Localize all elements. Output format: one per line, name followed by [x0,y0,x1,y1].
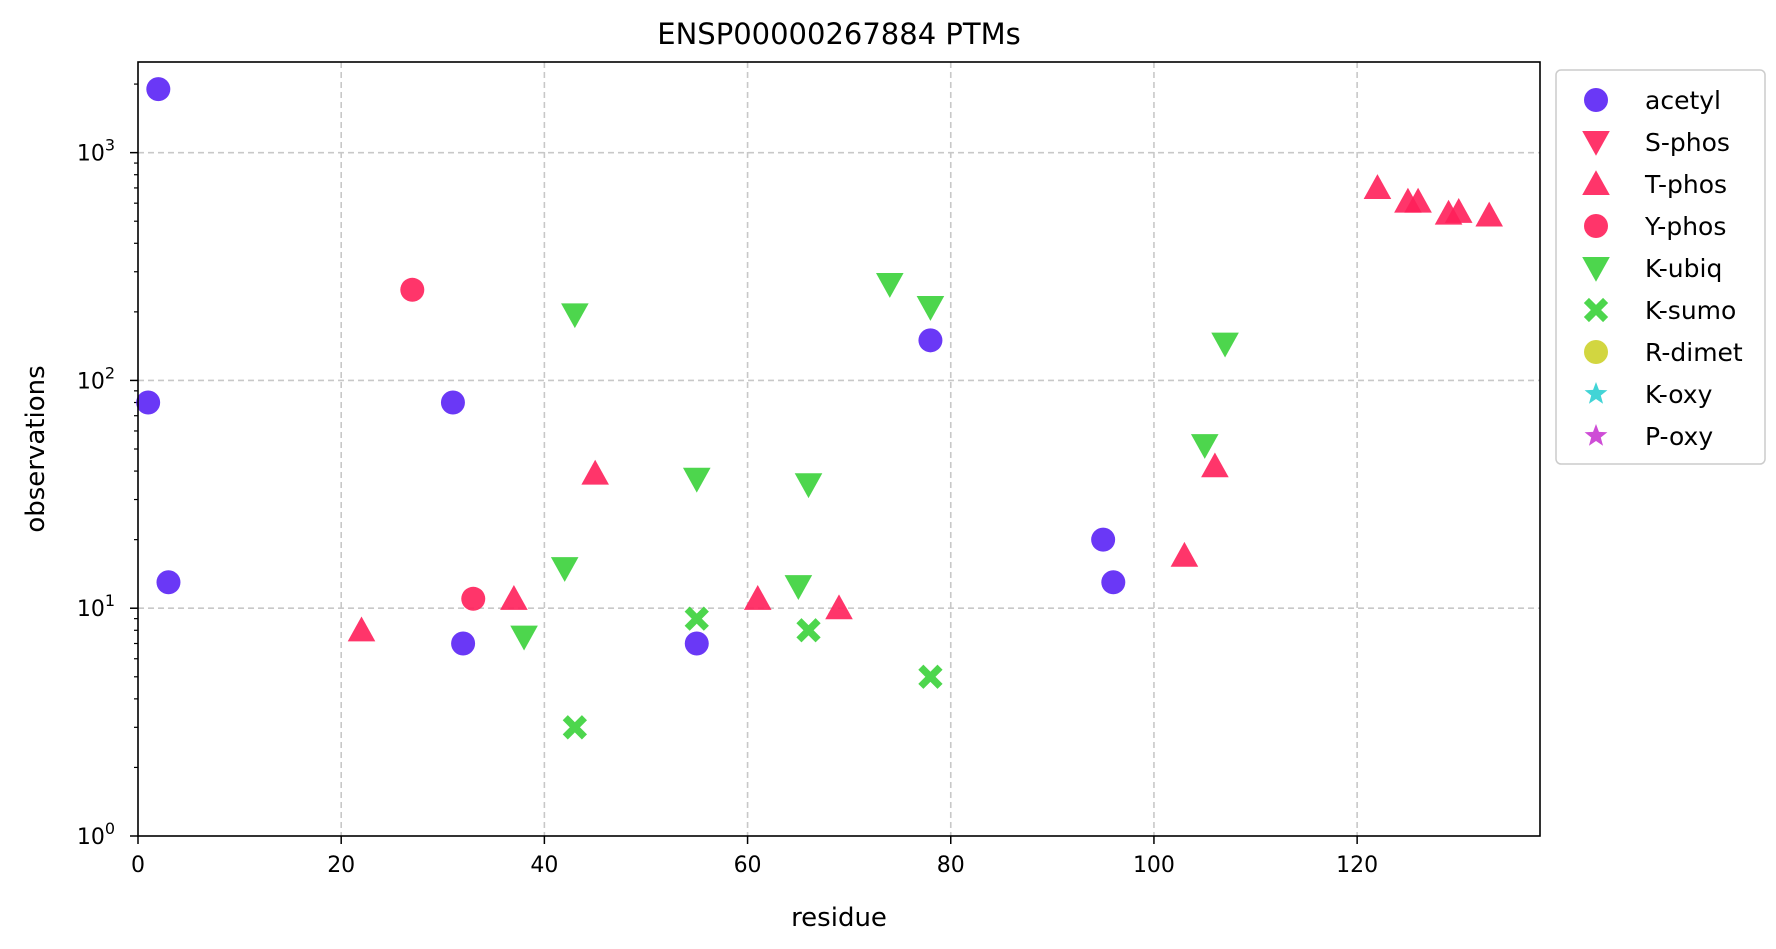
x-tick-label: 20 [327,853,355,878]
data-point-T-phos [1404,187,1432,213]
data-point-K-sumo [562,715,588,740]
chart-title: ENSP00000267884 PTMs [657,17,1020,51]
data-point-K-ubiq [784,575,813,600]
legend-label-K-oxy: K-oxy [1645,380,1713,409]
x-axis-label: residue [791,903,887,933]
legend-marker-R-dimet [1584,340,1608,364]
legend-label-P-oxy: P-oxy [1645,422,1713,451]
data-point-K-ubiq [550,557,579,582]
legend-marker-K-ubiq [1582,256,1610,282]
data-point-K-ubiq [794,473,823,499]
data-point-Y-phos [400,277,425,302]
legend-marker-K-sumo [1583,297,1609,323]
legend-label-K-ubiq: K-ubiq [1645,254,1722,283]
data-point-acetyl [1101,570,1126,595]
x-tick-label: 0 [131,853,145,878]
legend-label-T-phos: T-phos [1644,170,1727,199]
data-point-K-ubiq [510,625,538,651]
data-point-acetyl [1091,527,1116,552]
data-point-T-phos [581,459,609,485]
legend-marker-K-oxy [1584,382,1608,404]
y-tick-exponent: 0 [105,819,115,838]
y-axis-label: observations [21,365,51,532]
legend-marker-acetyl [1584,88,1608,112]
data-point-K-ubiq [1190,434,1219,459]
legend-marker-S-phos [1582,130,1610,156]
x-tick-label: 100 [1133,853,1175,878]
legend-label-R-dimet: R-dimet [1645,338,1743,367]
data-point-K-sumo [684,606,709,631]
legend-marker-P-oxy [1584,424,1608,446]
data-point-K-ubiq [561,303,589,329]
data-point-K-ubiq [1211,332,1239,358]
x-tick-label: 80 [937,853,965,878]
data-point-acetyl [451,631,476,656]
data-point-T-phos [500,584,528,610]
data-point-T-phos [743,584,772,610]
x-tick-label: 120 [1336,853,1378,878]
data-point-T-phos [1201,452,1229,478]
legend-label-S-phos: S-phos [1645,128,1730,157]
legend-label-Y-phos: Y-phos [1644,212,1726,241]
y-tick-exponent: 3 [105,136,115,155]
data-point-T-phos [1363,174,1392,199]
x-tick-label: 40 [530,853,558,878]
y-tick-exponent: 2 [105,363,115,382]
data-point-acetyl [156,570,181,595]
legend-box [1555,69,1766,465]
data-point-acetyl [146,77,171,102]
data-point-T-phos [1475,201,1504,227]
legend-marker-T-phos [1582,170,1610,196]
legend-marker-Y-phos [1584,214,1608,238]
data-point-acetyl [136,390,161,415]
legend: acetyl S-phos T-phos Y-phos K-ubiq K-sumo R-di… [1555,69,1766,465]
data-point-T-phos [1444,197,1473,223]
data-point-K-ubiq [682,467,711,493]
legend-label-K-sumo: K-sumo [1645,296,1736,325]
data-point-acetyl [440,390,465,415]
x-tick-label: 60 [734,853,762,878]
y-tick-exponent: 1 [105,591,115,610]
data-point-Y-phos [461,586,486,611]
data-point-T-phos [347,616,376,642]
data-point-acetyl [684,631,709,656]
plot-frame [137,61,1541,837]
data-point-K-sumo [918,664,943,689]
data-point-K-sumo [796,618,821,643]
legend-label-acetyl: acetyl [1645,86,1721,115]
data-point-T-phos [1170,541,1199,567]
data-point-K-ubiq [875,272,904,298]
data-point-acetyl [918,328,943,353]
data-point-T-phos [825,594,853,620]
data-points [136,77,1504,740]
data-point-K-ubiq [916,295,945,321]
